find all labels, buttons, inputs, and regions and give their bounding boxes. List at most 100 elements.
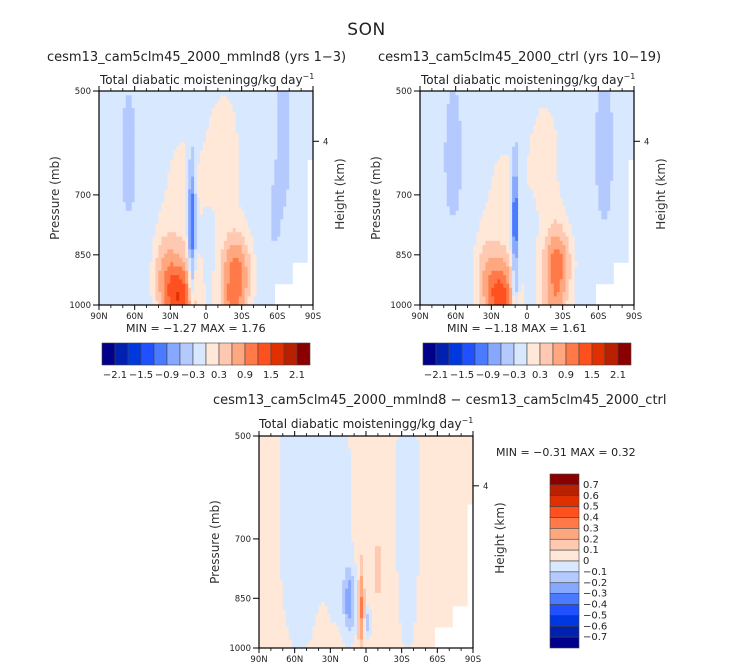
contour-cell [134, 253, 139, 259]
contour-cell [295, 215, 299, 220]
contour-cell [244, 275, 249, 280]
contour-cell [274, 279, 278, 285]
contour-cell [208, 296, 213, 302]
contour-cell [119, 116, 124, 122]
contour-cell [283, 91, 287, 96]
contour-cell [274, 129, 278, 135]
contour-cell [247, 223, 252, 229]
contour-cell [262, 116, 267, 122]
contour-cell [494, 138, 498, 143]
contour-cell [185, 253, 189, 259]
contour-cell [446, 215, 451, 220]
contour-cell [229, 245, 234, 250]
contour-cell [131, 253, 136, 259]
contour-cell [262, 168, 267, 173]
contour-cell [158, 108, 163, 113]
contour-cell [497, 249, 501, 255]
contour-cell [443, 300, 448, 306]
contour-cell [431, 287, 436, 293]
contour-cell [428, 215, 433, 220]
contour-cell [155, 279, 160, 285]
contour-cell [179, 296, 183, 302]
contour-cell [271, 236, 275, 242]
contour-cell [182, 292, 186, 298]
contour-cell [200, 253, 204, 259]
contour-cell [238, 223, 243, 229]
contour-cell [110, 257, 115, 263]
contour-cell [470, 198, 475, 203]
contour-cell [292, 219, 296, 225]
contour-cell [449, 292, 454, 298]
contour-cell [458, 172, 463, 178]
contour-cell [250, 168, 255, 173]
contour-cell [304, 108, 308, 113]
contour-cell [458, 236, 463, 242]
contour-cell [223, 120, 228, 126]
contour-cell [104, 193, 109, 199]
contour-cell [158, 112, 163, 118]
contour-cell [467, 180, 472, 186]
contour-cell [470, 193, 475, 199]
contour-cell [238, 91, 243, 96]
contour-cell [452, 215, 457, 220]
contour-cell [113, 296, 118, 302]
contour-cell [292, 185, 296, 191]
contour-cell [107, 223, 112, 229]
contour-cell [503, 300, 507, 306]
contour-cell [235, 142, 240, 148]
contour-cell [167, 262, 171, 268]
contour-cell [206, 249, 210, 255]
contour-cell [479, 215, 484, 220]
contour-cell [476, 180, 481, 186]
contour-cell [161, 257, 165, 263]
contour-cell [176, 155, 180, 161]
contour-cell [253, 300, 258, 306]
contour-cell [292, 150, 296, 156]
contour-cell [99, 210, 103, 216]
contour-cell [226, 108, 231, 113]
contour-cell [167, 112, 171, 118]
contour-cell [476, 95, 481, 101]
contour-cell [503, 172, 507, 178]
contour-cell [440, 232, 445, 238]
contour-cell [458, 257, 463, 263]
contour-cell [170, 193, 174, 199]
contour-cell [286, 180, 290, 186]
contour-cell [220, 176, 225, 182]
contour-cell [470, 262, 475, 268]
contour-cell [232, 227, 237, 233]
contour-cell [431, 95, 436, 101]
contour-cell [146, 129, 151, 135]
contour-cell [500, 262, 504, 268]
contour-cell [235, 176, 240, 182]
contour-cell [229, 95, 234, 101]
contour-cell [461, 99, 466, 105]
contour-cell [467, 257, 472, 263]
contour-cell [191, 159, 195, 165]
contour-cell [182, 189, 186, 195]
contour-cell [420, 91, 424, 96]
contour-cell [455, 133, 460, 139]
contour-cell [176, 159, 180, 165]
contour-cell [482, 116, 486, 122]
contour-cell [283, 215, 287, 220]
contour-cell [176, 279, 180, 285]
contour-cell [446, 99, 451, 105]
contour-cell [131, 270, 136, 276]
contour-cell [176, 257, 180, 263]
contour-cell [467, 292, 472, 298]
contour-cell [185, 103, 189, 109]
contour-cell [208, 240, 213, 246]
contour-cell [140, 172, 145, 178]
contour-cell [420, 193, 424, 199]
contour-cell [107, 138, 112, 143]
contour-cell [167, 142, 171, 148]
contour-cell [182, 202, 186, 208]
contour-cell [482, 253, 486, 259]
contour-cell [110, 125, 115, 131]
contour-cell [220, 292, 225, 298]
contour-cell [155, 210, 160, 216]
contour-cell [431, 202, 436, 208]
contour-cell [197, 236, 201, 242]
contour-cell [494, 150, 498, 156]
